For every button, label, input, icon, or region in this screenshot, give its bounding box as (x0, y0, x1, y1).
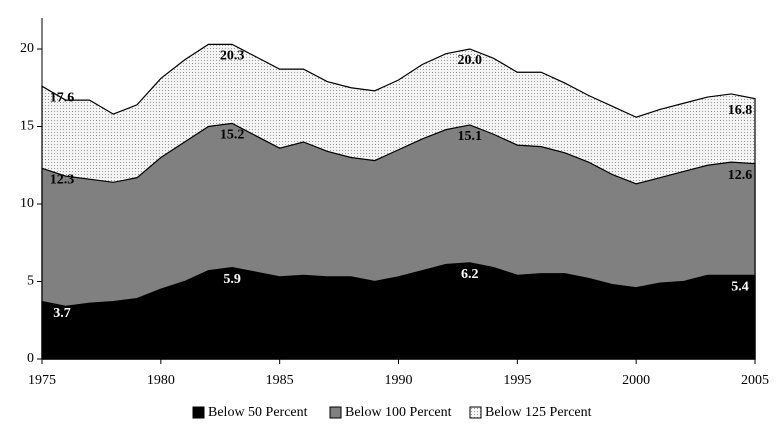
legend-label: Below 100 Percent (345, 405, 452, 420)
value-label: 3.7 (53, 306, 71, 321)
value-label: 5.9 (223, 272, 241, 287)
x-tick-label: 1975 (28, 373, 56, 388)
y-tick-label: 20 (20, 41, 34, 56)
x-tick-label: 1980 (147, 373, 175, 388)
x-tick-label: 1995 (503, 373, 531, 388)
legend-swatch (469, 406, 482, 419)
value-label: 15.2 (220, 128, 245, 143)
y-tick-label: 15 (20, 119, 34, 134)
value-label: 17.6 (50, 90, 75, 105)
x-tick-label: 1985 (266, 373, 294, 388)
legend-swatch (329, 406, 342, 419)
value-label: 20.3 (220, 49, 245, 64)
value-label: 15.1 (458, 129, 483, 144)
y-tick-label: 0 (27, 351, 34, 366)
value-label: 12.3 (50, 173, 75, 188)
x-tick-label: 2000 (622, 373, 650, 388)
value-label: 12.6 (728, 168, 753, 183)
x-tick-label: 1990 (385, 373, 413, 388)
value-label: 16.8 (728, 103, 753, 118)
value-label: 20.0 (458, 53, 483, 68)
legend-label: Below 50 Percent (208, 405, 308, 420)
y-tick-label: 10 (20, 196, 34, 211)
x-tick-label: 2005 (741, 373, 769, 388)
value-label: 6.2 (461, 267, 479, 282)
value-label: 5.4 (731, 280, 749, 295)
area (41, 262, 756, 360)
legend-label: Below 125 Percent (485, 405, 592, 420)
y-tick-label: 5 (27, 274, 34, 289)
legend-swatch (192, 406, 205, 419)
